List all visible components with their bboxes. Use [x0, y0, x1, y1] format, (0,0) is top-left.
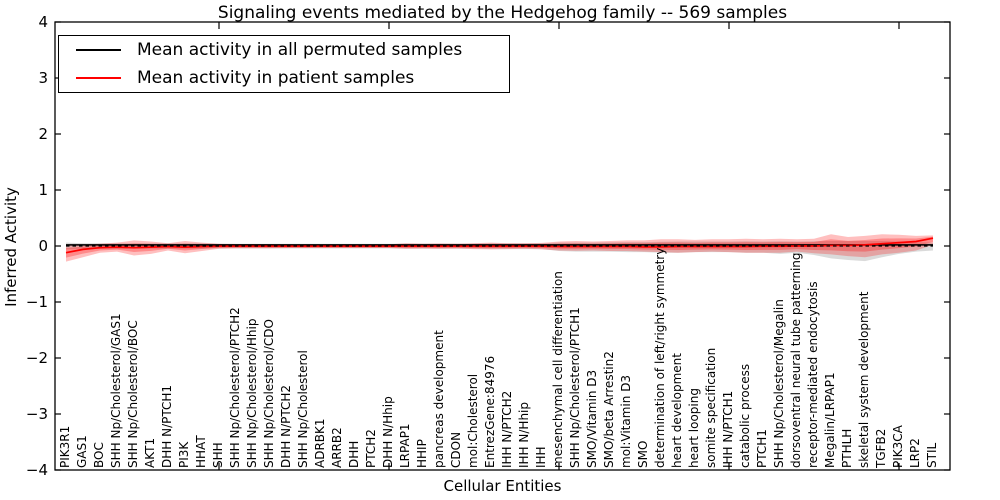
chart-title: Signaling events mediated by the Hedgeho… — [217, 3, 788, 23]
x-category-label: DHH N/PTCH2 — [279, 384, 293, 468]
patient-band-outer — [66, 234, 933, 262]
patient-band-inner — [66, 236, 933, 258]
x-category-label: dorsoventral neural tube patterning — [789, 252, 803, 468]
x-category-label: mol:Vitamin D3 — [619, 374, 633, 468]
x-axis-label: Cellular Entities — [443, 477, 562, 495]
y-tick-label: −4 — [25, 461, 48, 479]
x-category-label: HHAT — [194, 435, 208, 468]
legend-item-label: Mean activity in all permuted samples — [137, 40, 463, 61]
x-category-label: SMO/Vitamin D3 — [585, 369, 599, 468]
x-category-label: DHH — [347, 440, 361, 468]
x-category-label: HHIP — [415, 439, 429, 468]
x-category-label: somite specification — [704, 347, 718, 468]
x-category-label: receptor-mediated endocytosis — [806, 281, 820, 468]
x-category-label: BOC — [92, 442, 106, 468]
legend-line-sample — [76, 49, 121, 52]
legend-item: Mean activity in patient samples — [59, 65, 509, 91]
x-category-label: LRP2 — [908, 438, 922, 468]
y-tick-label: 0 — [38, 237, 48, 255]
x-category-label: SMO — [636, 440, 650, 468]
x-category-label: AKT1 — [143, 437, 157, 468]
legend-item-label: Mean activity in patient samples — [137, 67, 415, 88]
legend: Mean activity in all permuted samples Mea… — [58, 35, 510, 93]
x-category-label: heart development — [670, 353, 684, 468]
x-category-label: Megalin/LRPAP1 — [823, 372, 837, 468]
legend-line-sample — [76, 76, 121, 79]
x-category-label: SMO/beta Arrestin2 — [602, 351, 616, 468]
x-category-label: mesenchymal cell differentiation — [551, 271, 565, 468]
x-category-label: skeletal system development — [857, 291, 871, 468]
x-category-label: EntrezGene:84976 — [483, 355, 497, 468]
x-category-label: SHH Np/Cholesterol/PTCH1 — [568, 307, 582, 468]
y-tick-label: 4 — [38, 13, 48, 31]
legend-item: Mean activity in all permuted samples — [59, 37, 509, 63]
x-category-label: IHH N/Hhip — [517, 402, 531, 468]
x-category-label: TGFB2 — [874, 428, 888, 468]
x-category-label: PTCH1 — [755, 429, 769, 468]
x-category-label: PIK3CA — [891, 425, 905, 468]
x-category-label: ARRB2 — [330, 427, 344, 468]
x-category-label: catabolic process — [738, 363, 752, 468]
x-category-label: pancreas development — [432, 330, 446, 468]
x-category-label: IHH N/PTCH2 — [500, 390, 514, 468]
x-category-label: SHH Np/Cholesterol/CDO — [262, 319, 276, 468]
x-category-label: SHH — [211, 442, 225, 468]
y-tick-label: 3 — [38, 69, 48, 87]
y-tick-label: 2 — [38, 125, 48, 143]
x-category-label: heart looping — [687, 388, 701, 468]
y-tick-label: −3 — [25, 405, 48, 423]
x-category-label: PTHLH — [840, 428, 854, 468]
x-category-label: SHH Np/Cholesterol/BOC — [126, 320, 140, 468]
x-category-label: PI3K — [177, 441, 191, 468]
y-tick-label: −2 — [25, 349, 48, 367]
x-category-label: DHH N/Hhip — [381, 396, 395, 468]
y-tick-label: 1 — [38, 181, 48, 199]
x-category-label: PIK3R1 — [58, 425, 72, 468]
x-category-label: determination of left/right symmetry — [653, 247, 667, 468]
x-category-label: STIL — [925, 442, 939, 468]
x-category-label: SHH Np/Cholesterol/PTCH2 — [228, 307, 242, 468]
x-category-label: IHH — [534, 446, 548, 468]
x-category-label: SHH Np/Cholesterol — [296, 350, 310, 468]
x-category-label: GAS1 — [75, 435, 89, 468]
x-category-label: mol:Cholesterol — [466, 373, 480, 468]
x-category-label: CDON — [449, 431, 463, 468]
x-category-label: SHH Np/Cholesterol/Megalin — [772, 299, 786, 468]
x-category-label: IHH N/PTCH1 — [721, 390, 735, 468]
x-category-label: SHH Np/Cholesterol/Hhip — [245, 318, 259, 468]
x-category-label: ADRBK1 — [313, 418, 327, 468]
x-category-label: DHH N/PTCH1 — [160, 384, 174, 468]
x-category-label: PTCH2 — [364, 429, 378, 468]
x-category-label: LRPAP1 — [398, 423, 412, 468]
y-tick-label: −1 — [25, 293, 48, 311]
x-category-label: SHH Np/Cholesterol/GAS1 — [109, 313, 123, 468]
